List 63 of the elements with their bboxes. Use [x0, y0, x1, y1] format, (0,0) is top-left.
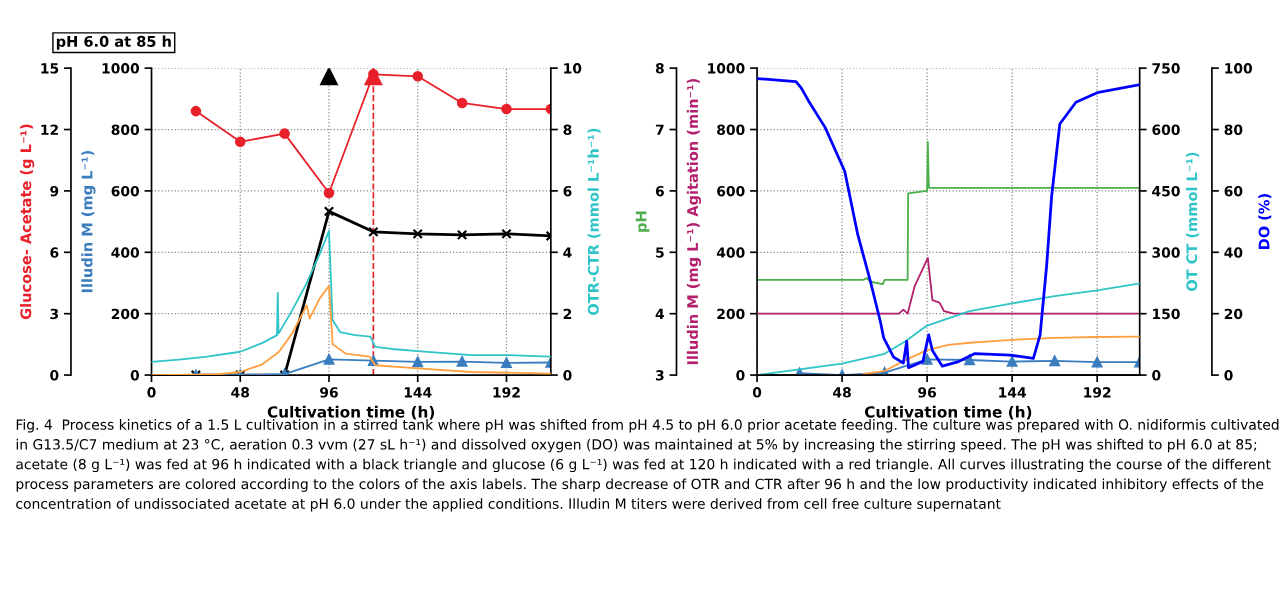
y-tick-label: 3 [50, 308, 59, 320]
y3-tick-label: 0 [563, 370, 572, 381]
y2-tick-label: 0 [736, 370, 745, 381]
y-axis-title: pH [635, 211, 650, 232]
y2-tick-label: 400 [716, 247, 745, 258]
y-tick-label: 0 [50, 370, 59, 381]
y2-tick-label: 1000 [708, 63, 745, 74]
y2-axis-title: Illudin M (mg L⁻¹) Agitation (min⁻¹) [686, 78, 702, 365]
y3-tick-label: 6 [563, 185, 572, 197]
x-axis-title: Cultivation time (h) [267, 405, 435, 420]
caption: Fig. 4 Process kinetics of a 1.5 L cultivation in a stirred tank where pH was shifted from pH 4.5 to pH 6.0 prior acetate feeding. The culture was prepared with O. nidiformis cultivated in G13.5/C7 medium at 23 °C, aeration 0.3 vvm (27 sL h⁻¹) and dissolved oxygen (DO) was maintained at 5% by increasing the stirring speed. The pH was shifted to pH 6.0 at 85; acetate (8 g L⁻¹) was fed at 96 h indicated with a black triangle and glucose (6 g L⁻¹) was fed at 120 h indicated with a red triangle. All curves illustrating the course of the different process parameters are colored according to the colors of the axis labels. The sharp decrease of OTR and CTR after 96 h and the low productivity indicated inhibitory effects of the concentration of undissociated acetate at pH 6.0 under the applied conditions. Illudin M titers were derived from cell free culture supernatant [16, 419, 1279, 512]
x-tick-label: 96 [320, 387, 338, 398]
y-tick-label: 9 [50, 185, 59, 197]
y-tick-label: 4 [655, 308, 665, 319]
x-tick-label: 144 [999, 387, 1026, 398]
y2-tick-label: 200 [111, 308, 140, 320]
x-axis-title: Cultivation time (h) [864, 405, 1032, 420]
y3-tick-label: 2 [563, 308, 572, 319]
y-tick-label: 6 [655, 185, 664, 197]
y-tick-label: 3 [655, 370, 664, 381]
y2-tick-label: 400 [111, 247, 140, 258]
y2-tick-label: 200 [717, 308, 745, 320]
y3-tick-label: 750 [1152, 63, 1180, 74]
y-tick-label: 5 [656, 247, 664, 258]
y-tick-label: 100 [1225, 63, 1253, 74]
x-tick-label: 0 [147, 387, 156, 398]
text: pH 6.0 at 85 h [56, 35, 171, 50]
y-tick-label: 40 [1224, 247, 1243, 258]
y3-tick-label: 450 [1152, 185, 1180, 197]
x-tick-label: 48 [231, 387, 250, 398]
y3-axis-title: OT CT (mmol L⁻¹) [1186, 152, 1200, 292]
y3-tick-label: 300 [1152, 247, 1180, 258]
y-tick-label: 6 [50, 247, 59, 258]
y-axis-title: Glucose- Acetate (g L⁻¹) [20, 124, 35, 320]
y3-tick-label: 8 [563, 124, 572, 135]
x-tick-label: 96 [918, 387, 937, 398]
y2-tick-label: 800 [717, 124, 745, 135]
x-tick-label: 192 [493, 387, 520, 398]
x-tick-label: 48 [833, 387, 851, 398]
y2-tick-label: 600 [717, 185, 745, 197]
y2-axis-title: Illudin M (mg L⁻¹) [81, 151, 96, 293]
y-axis-title: DO (%) [1258, 194, 1272, 250]
y-tick-label: 15 [41, 63, 59, 74]
y2-tick-label: 1000 [102, 63, 140, 74]
y2-tick-label: 0 [130, 370, 140, 381]
y2-tick-label: 800 [111, 124, 140, 135]
y3-tick-label: 4 [563, 247, 572, 258]
y-tick-label: 60 [1224, 185, 1243, 197]
x-tick-label: 0 [752, 387, 762, 398]
y-tick-label: 12 [41, 124, 58, 135]
y3-tick-label: 150 [1153, 308, 1180, 320]
x-tick-label: 144 [404, 387, 432, 398]
y-tick-label: 8 [655, 63, 664, 74]
x-tick-label: 192 [1084, 387, 1111, 398]
y3-tick-label: 600 [1152, 124, 1180, 135]
y2-tick-label: 600 [111, 185, 140, 197]
y3-axis-title: OTR-CTR (mmol L⁻¹h⁻¹) [587, 128, 601, 315]
y-tick-label: 0 [1224, 370, 1233, 381]
y-tick-label: 80 [1224, 124, 1243, 135]
y-tick-label: 20 [1224, 308, 1243, 320]
y3-tick-label: 0 [1152, 370, 1161, 381]
y3-tick-label: 10 [564, 63, 582, 74]
y-tick-label: 7 [655, 124, 664, 135]
